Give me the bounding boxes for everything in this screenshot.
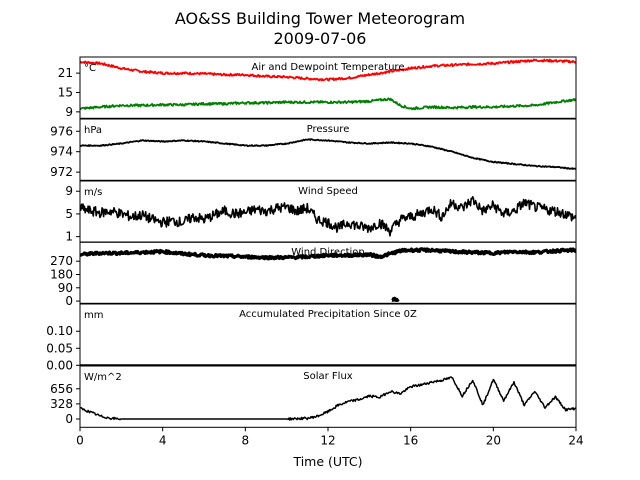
chart-title: AO&SS Building Tower Meteorogram <box>175 9 465 28</box>
unit-label-pressure: hPa <box>84 125 102 136</box>
y-tick-label-solar: 656 <box>50 382 73 396</box>
x-tick-label: 8 <box>242 433 250 447</box>
series-line-wdir-0 <box>80 247 576 261</box>
x-axis: 0 4 8 12 16 20 24 <box>76 427 584 447</box>
panel-title-wdir: Wind Direction <box>291 247 365 258</box>
x-tick-label: 12 <box>320 433 335 447</box>
y-tick-label-wspd: 5 <box>65 207 73 221</box>
unit-label-wspd: m/s <box>84 187 102 198</box>
y-tick-label-solar: 328 <box>50 397 73 411</box>
panel-title-pressure: Pressure <box>307 124 350 135</box>
y-tick-label-solar: 0 <box>65 412 73 426</box>
panel-title-temp: Air and Dewpoint Temperature <box>252 62 405 73</box>
series-line-temp-1 <box>80 97 576 111</box>
y-tick-label-temp: 21 <box>58 66 73 80</box>
y-tick-label-temp: 15 <box>58 85 73 99</box>
series-line-solar-0 <box>80 376 576 421</box>
y-tick-label-pressure: 972 <box>50 165 73 179</box>
y-tick-label-precip: 0.05 <box>46 341 73 355</box>
unit-label-precip: mm <box>84 310 103 321</box>
y-tick-label-precip: 0.10 <box>46 324 73 338</box>
x-tick-label: 20 <box>486 433 501 447</box>
series-line-wdir-1 <box>391 296 400 302</box>
series-line-pressure-0 <box>80 138 576 170</box>
unit-label-temp: °C <box>84 63 96 74</box>
chart-subtitle-date: 2009-07-06 <box>274 29 367 48</box>
unit-label-solar: W/m^2 <box>84 372 122 383</box>
y-tick-label-wdir: 0 <box>65 294 73 308</box>
x-axis-label: Time (UTC) <box>292 454 362 469</box>
series-line-wspd-0 <box>80 196 576 237</box>
panel-title-wspd: Wind Speed <box>298 186 358 197</box>
x-tick-label: 0 <box>76 433 84 447</box>
y-tick-label-wspd: 1 <box>65 230 73 244</box>
y-tick-label-wspd: 9 <box>65 184 73 198</box>
panel-wspd: 1 5 9 Wind Speed m/s <box>65 180 577 244</box>
y-tick-label-temp: 9 <box>65 105 73 119</box>
y-tick-label-wdir: 90 <box>58 281 73 295</box>
panel-precip: 0.00 0.05 0.10 Accumulated Precipitation Si… <box>46 303 577 372</box>
x-tick-label: 24 <box>568 433 583 447</box>
panel-title-precip: Accumulated Precipitation Since 0Z <box>239 309 417 320</box>
y-tick-label-precip: 0.00 <box>46 358 73 372</box>
y-tick-label-wdir: 180 <box>50 267 73 281</box>
panel-temp: 9 15 21 Air and Dewpoint Temperature °C <box>58 56 577 119</box>
y-tick-label-wdir: 270 <box>50 254 73 268</box>
x-tick-label: 16 <box>403 433 418 447</box>
y-tick-label-pressure: 976 <box>50 124 73 138</box>
series-line-temp-0 <box>80 58 576 82</box>
y-tick-label-pressure: 974 <box>50 145 73 159</box>
panel-title-solar: Solar Flux <box>303 371 353 382</box>
panel-pressure: 972 974 976 Pressure hPa <box>50 118 577 181</box>
x-tick-label: 4 <box>159 433 167 447</box>
